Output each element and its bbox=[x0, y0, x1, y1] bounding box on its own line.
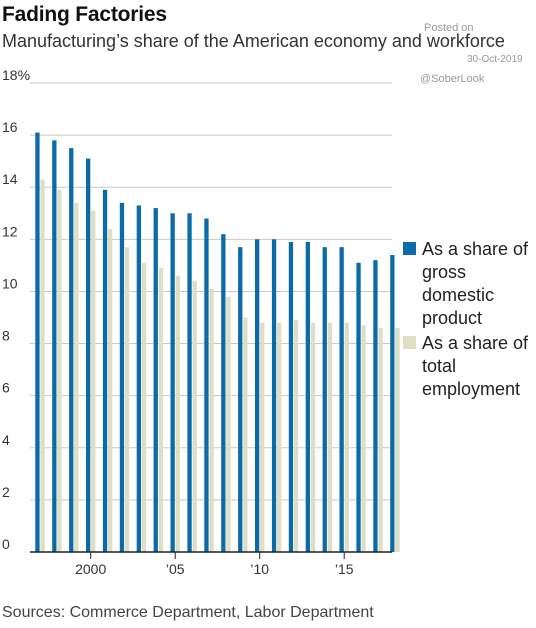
bar-gdp bbox=[271, 239, 277, 553]
chart-subtitle: Manufacturing’s share of the American ec… bbox=[2, 31, 505, 51]
legend-swatch-employment bbox=[403, 336, 416, 349]
bar-gdp bbox=[373, 260, 378, 552]
bar-gdp bbox=[35, 132, 40, 552]
y-tick-label: 12 bbox=[2, 223, 18, 239]
bar-employment bbox=[40, 179, 45, 552]
bar-employment bbox=[209, 288, 214, 552]
bar-gdp bbox=[221, 234, 226, 552]
bar-gdp bbox=[153, 208, 158, 553]
y-tick-label: 14 bbox=[2, 171, 18, 187]
bar-gdp bbox=[322, 247, 327, 552]
chart-legend: As a share of gross domestic product As … bbox=[403, 238, 536, 403]
x-tick-label: ’15 bbox=[335, 561, 354, 577]
x-tick-label: 2000 bbox=[75, 561, 106, 577]
legend-label-employment: As a share of total employment bbox=[422, 333, 529, 399]
bar-gdp bbox=[170, 213, 175, 552]
y-tick-label: 2 bbox=[2, 484, 10, 500]
bar-employment bbox=[57, 189, 62, 553]
legend-item-gdp: As a share of gross domestic product bbox=[403, 238, 536, 330]
bar-gdp bbox=[52, 140, 57, 553]
legend-item-employment: As a share of total employment bbox=[403, 332, 536, 401]
y-tick-label: 4 bbox=[2, 432, 10, 448]
bar-employment bbox=[74, 202, 79, 552]
bar-employment bbox=[141, 262, 147, 552]
y-tick-label: 16 bbox=[2, 119, 18, 135]
bar-employment bbox=[260, 322, 265, 552]
chart-title: Fading Factories bbox=[2, 3, 167, 26]
bar-gdp bbox=[69, 148, 74, 552]
bar-employment bbox=[361, 325, 366, 552]
bar-gdp bbox=[288, 241, 294, 552]
bar-gdp bbox=[136, 205, 141, 552]
bar-gdp bbox=[238, 247, 243, 552]
y-tick-label: 6 bbox=[2, 380, 10, 396]
bar-gdp bbox=[255, 239, 260, 553]
axes bbox=[30, 551, 392, 559]
bar-gdp bbox=[187, 213, 192, 552]
y-tick-label: 18% bbox=[2, 67, 30, 83]
bar-employment bbox=[243, 317, 248, 552]
watermark-posted: Posted on bbox=[424, 22, 474, 34]
bar-gdp bbox=[119, 202, 125, 552]
bar-employment bbox=[293, 320, 299, 552]
bar-employment bbox=[108, 228, 113, 552]
bar-employment bbox=[277, 322, 282, 552]
x-tick-label: ’05 bbox=[166, 561, 185, 577]
bar-employment bbox=[327, 322, 332, 552]
bar-gdp bbox=[86, 158, 91, 553]
watermark-handle: @SoberLook bbox=[420, 73, 485, 85]
bar-employment bbox=[175, 275, 180, 552]
x-tick-label: ’10 bbox=[250, 561, 269, 577]
bar-gdp bbox=[204, 218, 209, 552]
bar-employment bbox=[226, 296, 231, 552]
bar-employment bbox=[124, 247, 130, 552]
watermark-date: 30-Oct-2019 bbox=[467, 54, 523, 65]
bar-gdp bbox=[356, 262, 361, 552]
bar-employment bbox=[378, 327, 383, 552]
bar-chart: 18% 16 14 12 10 8 6 4 2 0 2000 ’05 ’10 ’15 bbox=[2, 67, 400, 577]
y-tick-label: 8 bbox=[2, 328, 10, 344]
bar-gdp bbox=[339, 247, 344, 552]
legend-swatch-gdp bbox=[403, 242, 416, 255]
source-note: Sources: Commerce Department, Labor Depa… bbox=[2, 604, 374, 621]
bar-employment bbox=[344, 322, 349, 552]
y-tick-label: 10 bbox=[2, 275, 18, 291]
y-tick-label: 0 bbox=[2, 536, 10, 552]
legend-label-gdp: As a share of gross domestic product bbox=[422, 239, 529, 328]
bar-gdp bbox=[390, 254, 395, 552]
bar-employment bbox=[158, 267, 163, 552]
bar-employment bbox=[310, 322, 316, 552]
tick-labels: 18% 16 14 12 10 8 6 4 2 0 2000 ’05 ’10 ’15 bbox=[2, 67, 354, 577]
bar-employment bbox=[91, 210, 96, 552]
bar-series bbox=[35, 132, 400, 553]
bar-employment bbox=[192, 281, 197, 552]
bar-employment bbox=[395, 327, 400, 552]
bar-gdp bbox=[102, 189, 108, 553]
bar-gdp bbox=[305, 241, 310, 552]
